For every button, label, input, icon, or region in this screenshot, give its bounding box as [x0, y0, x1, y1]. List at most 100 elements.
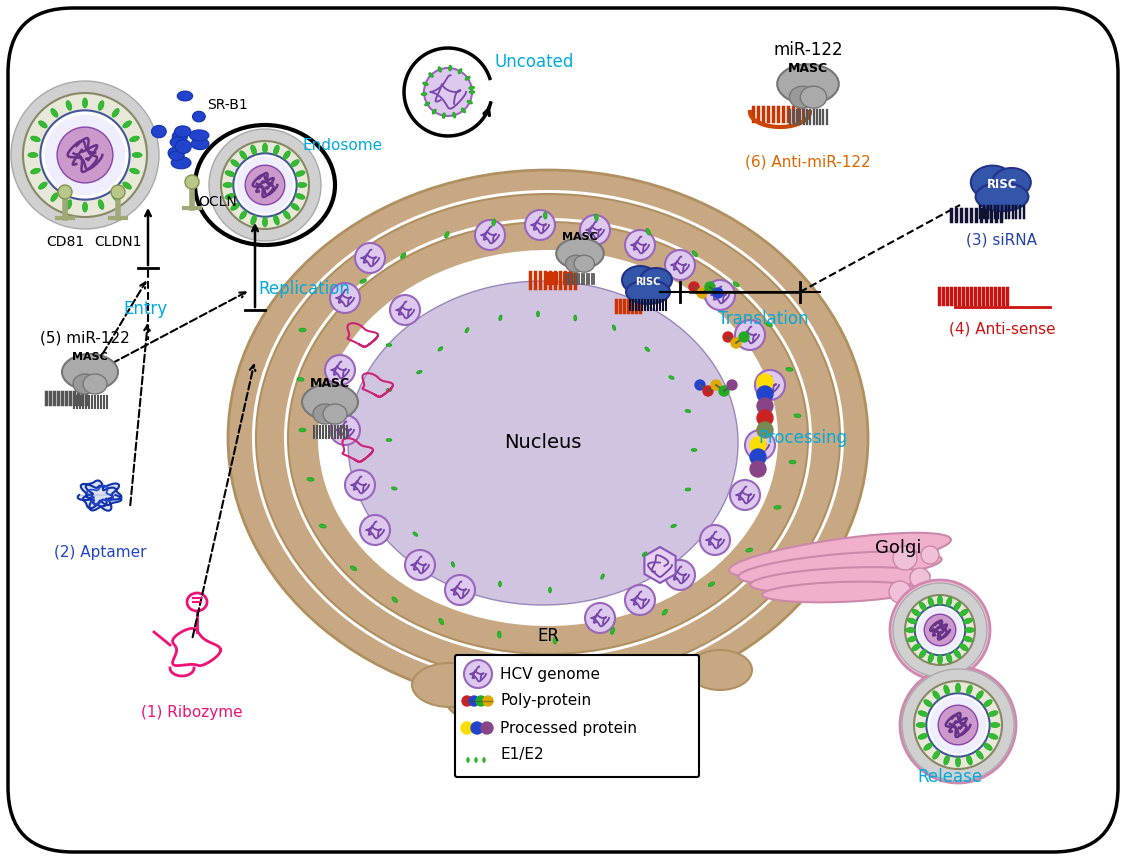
- Ellipse shape: [959, 609, 968, 616]
- Ellipse shape: [308, 478, 314, 481]
- Ellipse shape: [912, 609, 921, 616]
- Ellipse shape: [445, 670, 554, 726]
- Ellipse shape: [601, 574, 604, 579]
- Ellipse shape: [795, 414, 801, 418]
- Ellipse shape: [789, 86, 816, 108]
- Ellipse shape: [956, 757, 960, 767]
- Ellipse shape: [543, 212, 547, 219]
- Ellipse shape: [907, 618, 917, 623]
- Ellipse shape: [669, 376, 674, 379]
- Ellipse shape: [893, 546, 917, 570]
- Ellipse shape: [476, 696, 486, 706]
- Ellipse shape: [580, 215, 610, 245]
- Ellipse shape: [786, 368, 792, 371]
- Ellipse shape: [943, 755, 949, 765]
- Ellipse shape: [283, 151, 291, 159]
- Ellipse shape: [557, 238, 604, 269]
- Ellipse shape: [906, 628, 915, 633]
- Ellipse shape: [38, 182, 47, 189]
- Ellipse shape: [38, 121, 47, 128]
- Ellipse shape: [289, 222, 808, 654]
- Ellipse shape: [82, 98, 88, 108]
- Ellipse shape: [920, 649, 926, 658]
- Ellipse shape: [23, 93, 147, 217]
- Ellipse shape: [906, 589, 924, 607]
- Text: E1/E2: E1/E2: [500, 747, 543, 763]
- Ellipse shape: [246, 165, 285, 205]
- Ellipse shape: [378, 306, 709, 580]
- Ellipse shape: [483, 696, 492, 706]
- Ellipse shape: [671, 524, 676, 528]
- Ellipse shape: [622, 266, 658, 294]
- Ellipse shape: [11, 81, 159, 229]
- Ellipse shape: [757, 422, 773, 438]
- Ellipse shape: [976, 183, 1029, 211]
- Ellipse shape: [66, 200, 72, 209]
- Ellipse shape: [443, 113, 445, 118]
- Ellipse shape: [912, 644, 921, 651]
- Ellipse shape: [751, 567, 930, 593]
- Ellipse shape: [724, 332, 733, 342]
- Ellipse shape: [302, 384, 358, 420]
- Ellipse shape: [900, 667, 1017, 783]
- Ellipse shape: [893, 583, 987, 677]
- Ellipse shape: [98, 200, 104, 209]
- Ellipse shape: [706, 282, 715, 292]
- Ellipse shape: [433, 109, 436, 114]
- Ellipse shape: [492, 219, 496, 226]
- Ellipse shape: [916, 722, 926, 728]
- Text: Release: Release: [917, 768, 983, 786]
- Ellipse shape: [474, 758, 477, 762]
- Ellipse shape: [695, 380, 706, 390]
- Ellipse shape: [789, 461, 796, 464]
- Ellipse shape: [240, 211, 247, 220]
- Ellipse shape: [727, 380, 737, 390]
- Ellipse shape: [926, 693, 990, 757]
- Ellipse shape: [28, 152, 38, 158]
- Text: HCV genome: HCV genome: [500, 666, 600, 682]
- Ellipse shape: [425, 102, 429, 106]
- Ellipse shape: [467, 758, 469, 762]
- Ellipse shape: [689, 282, 699, 292]
- Text: OCLN: OCLN: [198, 195, 237, 209]
- Text: Golgi: Golgi: [875, 539, 922, 557]
- Ellipse shape: [642, 552, 647, 556]
- Text: Entry: Entry: [123, 300, 167, 318]
- Text: MASC: MASC: [72, 352, 108, 362]
- Ellipse shape: [176, 139, 192, 153]
- Ellipse shape: [110, 185, 125, 199]
- Ellipse shape: [956, 683, 960, 693]
- Text: CD81: CD81: [46, 235, 85, 249]
- Ellipse shape: [323, 404, 347, 424]
- Ellipse shape: [256, 194, 840, 682]
- Ellipse shape: [350, 566, 356, 571]
- Ellipse shape: [452, 561, 454, 567]
- Ellipse shape: [964, 636, 973, 642]
- Ellipse shape: [920, 602, 926, 610]
- Ellipse shape: [348, 281, 738, 605]
- Text: Nucleus: Nucleus: [504, 433, 582, 453]
- Ellipse shape: [734, 282, 739, 287]
- Ellipse shape: [731, 338, 740, 348]
- Ellipse shape: [221, 141, 309, 229]
- Text: RISC: RISC: [987, 178, 1018, 191]
- Text: Assembly: Assembly: [542, 662, 622, 680]
- Ellipse shape: [387, 344, 392, 346]
- Ellipse shape: [762, 582, 919, 603]
- Ellipse shape: [82, 202, 88, 212]
- Ellipse shape: [424, 68, 472, 116]
- Ellipse shape: [993, 168, 1031, 197]
- Text: Processed protein: Processed protein: [500, 721, 637, 735]
- Ellipse shape: [30, 136, 41, 142]
- Ellipse shape: [947, 653, 952, 663]
- Ellipse shape: [299, 328, 305, 331]
- Ellipse shape: [757, 398, 773, 414]
- Ellipse shape: [645, 347, 649, 351]
- Ellipse shape: [170, 137, 185, 147]
- Ellipse shape: [445, 575, 474, 605]
- Ellipse shape: [299, 429, 305, 431]
- Ellipse shape: [970, 165, 1014, 199]
- Ellipse shape: [687, 650, 752, 690]
- Ellipse shape: [263, 143, 267, 153]
- Ellipse shape: [185, 175, 199, 189]
